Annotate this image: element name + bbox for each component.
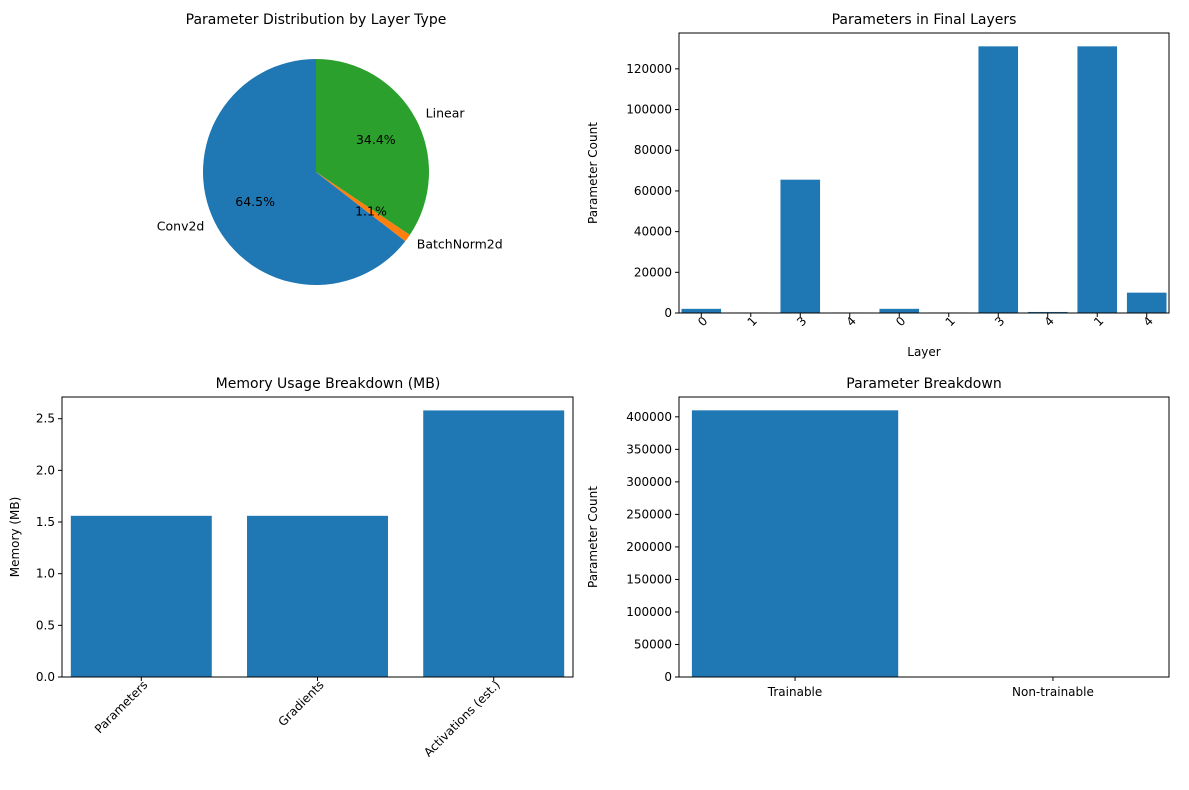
y-tick-label: 80000 (634, 143, 672, 157)
pie-chart-panel: Parameter Distribution by Layer Type Con… (157, 12, 503, 285)
y-tick-label: 100000 (626, 103, 672, 117)
y-tick-label: 200000 (626, 540, 672, 554)
y-axis-label: Parameter Count (586, 122, 600, 224)
bar-3 (978, 46, 1019, 313)
bar-4 (1126, 292, 1167, 313)
x-tick-label: 3 (794, 314, 809, 329)
y-tick-label: 400000 (626, 410, 672, 424)
bar-activations-est- (423, 410, 565, 677)
pie-labels: Conv2d 64.5% BatchNorm2d 1.1% Linear 34.4% (157, 105, 503, 251)
parameter-breakdown-chart-title: Parameter Breakdown (846, 376, 1001, 392)
x-tick-label: 1 (1091, 314, 1106, 329)
pie-label-conv2d: Conv2d (157, 219, 205, 234)
pie-slices (203, 58, 429, 285)
y-tick-label: 100000 (626, 605, 672, 619)
final-layers-chart-panel: Parameters in Final Layers 0 20000 40000 60… (586, 12, 1170, 359)
bar-4 (1027, 311, 1068, 313)
final-layers-chart-title: Parameters in Final Layers (832, 12, 1017, 28)
x-tick-label: Non-trainable (1012, 685, 1094, 699)
x-tick-label: 3 (992, 314, 1007, 329)
x-tick-label: Parameters (92, 678, 150, 736)
x-tick-label: Activations (est.) (421, 678, 503, 760)
y-tick-label: 0.0 (36, 670, 55, 684)
x-tick-label: 4 (1141, 314, 1156, 329)
y-tick-label: 0 (664, 306, 672, 320)
y-tick-label: 60000 (634, 184, 672, 198)
bar-0 (879, 308, 920, 313)
pie-slice-conv2d (203, 59, 406, 285)
pie-slice-batchnorm2d (316, 172, 410, 242)
axes-frame (678, 32, 1170, 314)
pie-label-linear: Linear (426, 105, 466, 120)
pie-pct-batchnorm2d: 1.1% (355, 204, 387, 219)
pie-label-batchnorm2d: BatchNorm2d (417, 237, 503, 252)
y-tick-label: 20000 (634, 265, 672, 279)
y-tick-label: 250000 (626, 507, 672, 521)
x-axis-label: Layer (907, 345, 941, 359)
pie-chart-title: Parameter Distribution by Layer Type (186, 12, 447, 28)
pie-slice-linear (316, 58, 429, 235)
pie-pct-conv2d: 64.5% (235, 194, 275, 209)
bar-trainable (691, 410, 899, 677)
x-tick-label: Gradients (275, 678, 326, 729)
pie-pct-linear: 34.4% (356, 132, 396, 147)
y-tick-label: 2.0 (36, 463, 55, 477)
y-tick-label: 0.5 (36, 618, 55, 632)
x-tick-label: 4 (844, 314, 859, 329)
x-tick-label: 1 (943, 314, 958, 329)
bar-0 (681, 308, 722, 313)
y-tick-label: 1.5 (36, 515, 55, 529)
x-tick-label: 1 (745, 314, 760, 329)
y-tick-label: 300000 (626, 475, 672, 489)
axes-frame (678, 396, 1170, 678)
x-tick-label: 4 (1042, 314, 1057, 329)
bar-parameters (70, 515, 212, 677)
x-tick-label: Trainable (767, 685, 822, 699)
y-tick-label: 50000 (634, 637, 672, 651)
y-tick-label: 2.5 (36, 412, 55, 426)
y-tick-label: 350000 (626, 442, 672, 456)
x-tick-label: 0 (893, 314, 908, 329)
y-tick-label: 40000 (634, 225, 672, 239)
y-axis-label: Parameter Count (586, 486, 600, 588)
y-tick-label: 120000 (626, 62, 672, 76)
y-axis-label: Memory (MB) (8, 497, 22, 578)
y-tick-label: 1.0 (36, 567, 55, 581)
y-tick-label: 0 (664, 670, 672, 684)
x-tick-label: 0 (695, 314, 710, 329)
y-tick-label: 150000 (626, 572, 672, 586)
bar-3 (780, 179, 821, 313)
memory-chart-title: Memory Usage Breakdown (MB) (216, 376, 441, 392)
bar-gradients (247, 515, 388, 677)
bar-1 (1077, 46, 1118, 313)
memory-chart-panel: Memory Usage Breakdown (MB) 0.0 0.5 1.0 1.5… (8, 376, 574, 760)
parameter-breakdown-chart-panel: Parameter Breakdown 0 50000 100000 150000 20… (586, 376, 1170, 699)
